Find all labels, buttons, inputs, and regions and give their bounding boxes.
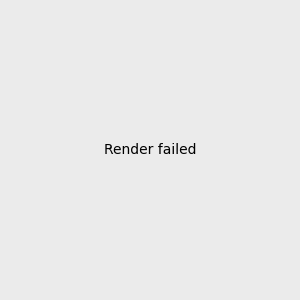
Text: Render failed: Render failed (104, 143, 196, 157)
